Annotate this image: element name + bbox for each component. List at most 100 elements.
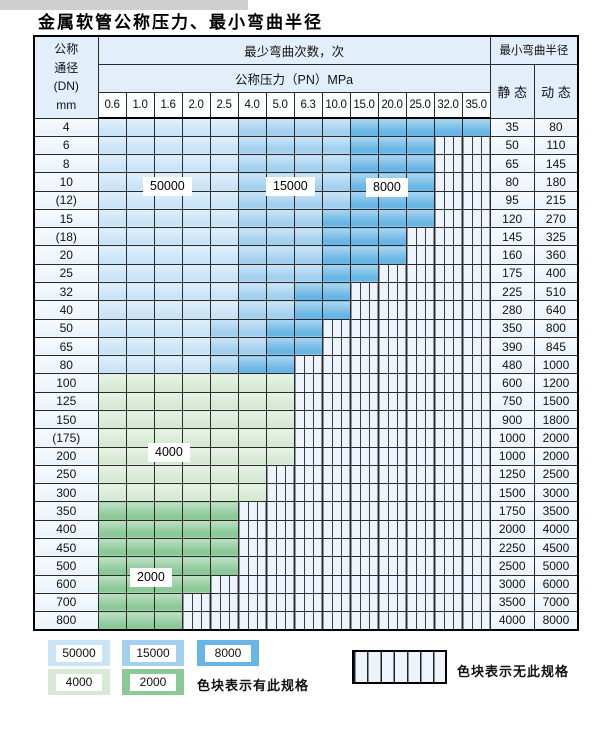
no-spec-cell [433, 172, 463, 192]
dynamic-radius-cell: 845 [533, 336, 579, 357]
spec-cell [237, 282, 267, 302]
no-spec-cell [293, 501, 323, 521]
spec-cell [153, 355, 183, 375]
dynamic-radius-cell: 110 [533, 135, 579, 156]
dn-cell: (12) [33, 190, 99, 210]
spec-cell [153, 208, 183, 229]
no-spec-cell [461, 172, 491, 192]
zone-label-50000: 50000 [143, 177, 192, 196]
static-radius-cell: 750 [489, 391, 535, 412]
spec-cell [237, 227, 267, 247]
dynamic-radius-cell: 6000 [533, 574, 579, 594]
spec-cell [153, 483, 183, 503]
no-spec-cell [377, 446, 407, 466]
spec-cell [97, 245, 127, 265]
no-spec-cell [209, 592, 239, 613]
spec-cell [293, 263, 323, 284]
no-spec-cell [209, 574, 239, 594]
no-spec-cell [405, 483, 435, 503]
no-spec-cell [433, 355, 463, 375]
spec-cell [237, 245, 267, 265]
no-spec-cell [405, 227, 435, 247]
static-radius-cell: 3000 [489, 574, 535, 594]
spec-cell [125, 409, 155, 430]
bend-cycles-header: 最少弯曲次数，次 [97, 35, 491, 65]
spec-cell [265, 391, 295, 412]
legend-label-15000: 15000 [130, 644, 176, 662]
no-spec-cell [405, 574, 435, 594]
no-spec-cell [433, 519, 463, 539]
spec-cell [153, 464, 183, 485]
dynamic-radius-cell: 800 [533, 318, 579, 338]
no-spec-cell [433, 263, 463, 284]
no-spec-cell [321, 373, 351, 393]
spec-cell [181, 227, 211, 247]
no-spec-cell [461, 574, 491, 594]
no-spec-cell [461, 537, 491, 558]
no-spec-cell [377, 336, 407, 357]
legend-label-2000: 2000 [130, 673, 176, 691]
no-spec-cell [461, 318, 491, 338]
no-spec-cell [237, 501, 267, 521]
legend-no-spec-block [352, 650, 447, 684]
spec-cell [293, 336, 323, 357]
no-spec-cell [461, 190, 491, 210]
pressure-col-header: 32.0 [433, 91, 463, 119]
table-row: (18) 145 325 [33, 227, 579, 247]
spec-cell [181, 464, 211, 485]
no-spec-cell [265, 501, 295, 521]
no-spec-cell [293, 464, 323, 485]
dn-cell: 40 [33, 300, 99, 320]
spec-cell [181, 574, 211, 594]
dn-header-cell: 公称 通径 (DN) mm [33, 35, 99, 119]
spec-cell [209, 318, 239, 338]
no-spec-cell [405, 245, 435, 265]
spec-cell [209, 208, 239, 229]
dn-cell: 100 [33, 373, 99, 393]
table-row: 700 3500 7000 [33, 592, 579, 613]
table-row: (12) 95 215 [33, 190, 579, 210]
spec-cell [265, 208, 295, 229]
dn-cell: 8 [33, 154, 99, 174]
dn-cell: 15 [33, 208, 99, 229]
spec-cell [209, 391, 239, 412]
spec-cell [97, 519, 127, 539]
spec-cell [209, 537, 239, 558]
spec-cell [293, 135, 323, 156]
spec-cell [209, 300, 239, 320]
spec-cell [321, 245, 351, 265]
pressure-col-header: 20.0 [377, 91, 407, 119]
no-spec-cell [377, 464, 407, 485]
spec-cell [125, 208, 155, 229]
spec-cell [237, 208, 267, 229]
table-row: 20 160 360 [33, 245, 579, 265]
no-spec-cell [321, 537, 351, 558]
pressure-col-header: 10.0 [321, 91, 351, 119]
no-spec-cell [349, 483, 379, 503]
no-spec-cell [405, 373, 435, 393]
spec-cell [125, 282, 155, 302]
spec-cell [153, 227, 183, 247]
no-spec-cell [405, 355, 435, 375]
spec-cell [153, 117, 183, 137]
table-row: 32 225 510 [33, 282, 579, 302]
dynamic-radius-cell: 5000 [533, 556, 579, 576]
pressure-col-header: 1.0 [125, 91, 155, 119]
static-radius-cell: 160 [489, 245, 535, 265]
no-spec-cell [461, 208, 491, 229]
no-spec-cell [377, 318, 407, 338]
spec-cell [181, 556, 211, 576]
dynamic-radius-cell: 7000 [533, 592, 579, 613]
pressure-col-header: 5.0 [265, 91, 295, 119]
spec-cell [181, 263, 211, 284]
dn-cell: 500 [33, 556, 99, 576]
spec-cell [321, 227, 351, 247]
table-row: 15 120 270 [33, 208, 579, 229]
spec-cell [377, 245, 407, 265]
table-row: 200 1000 2000 [33, 446, 579, 466]
static-radius-cell: 175 [489, 263, 535, 284]
no-spec-cell [461, 245, 491, 265]
spec-cell [153, 135, 183, 156]
spec-cell [97, 373, 127, 393]
spec-cell [181, 135, 211, 156]
